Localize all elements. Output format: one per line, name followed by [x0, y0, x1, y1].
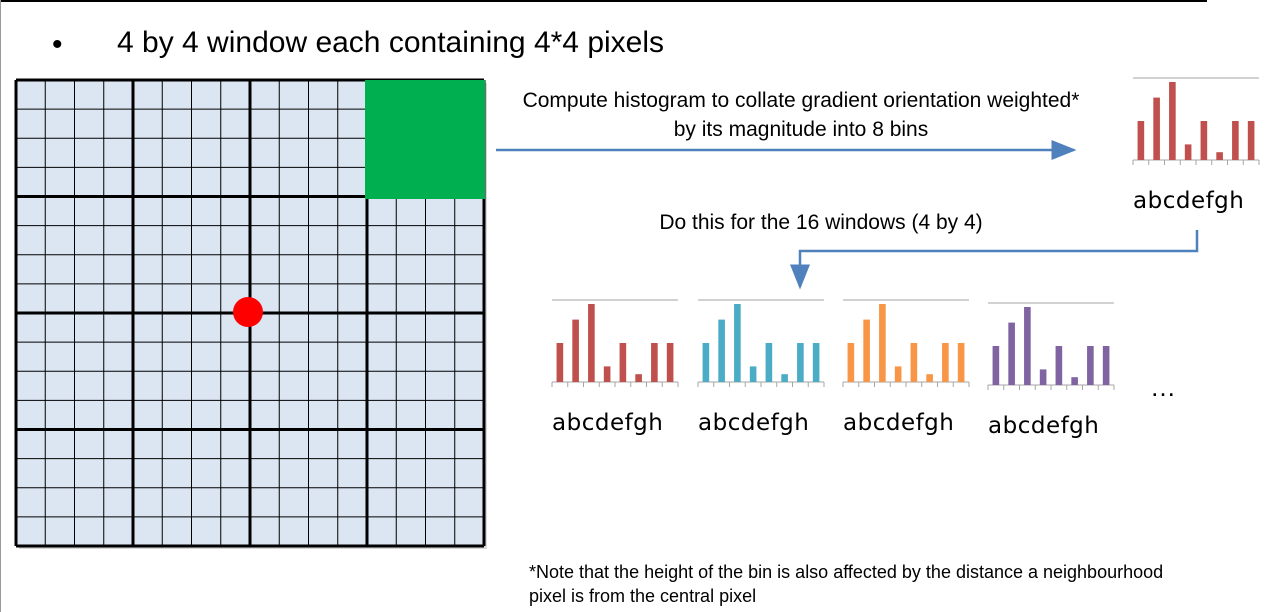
histogram-bar	[1102, 346, 1110, 385]
repeat-windows-text: Do this for the 16 windows (4 by 4)	[659, 211, 983, 234]
histogram-bar	[1024, 307, 1031, 385]
histogram-bar	[1232, 121, 1239, 160]
histogram-bar	[619, 343, 627, 382]
left-edge-rule	[0, 0, 1, 612]
histogram-bar	[1039, 369, 1047, 385]
histogram-teal	[697, 299, 825, 387]
histogram-bar	[926, 374, 933, 382]
histogram-purple	[987, 302, 1115, 390]
histogram-bar	[1200, 121, 1208, 160]
highlighted-window	[365, 80, 485, 199]
more-windows-ellipsis: …	[1150, 372, 1176, 402]
histogram-bar	[942, 343, 949, 382]
histogram-bar	[1216, 152, 1223, 160]
histogram-bar	[588, 304, 595, 382]
bin-labels-orange: abcdefgh	[843, 410, 955, 436]
histogram-bar	[847, 343, 855, 382]
histogram-bar	[556, 343, 564, 382]
histogram-bar	[797, 343, 804, 382]
bullet-text: 4 by 4 window each containing 4*4 pixels	[117, 26, 665, 59]
bin-labels-teal: abcdefgh	[698, 410, 810, 436]
bin-labels-purple: abcdefgh	[988, 413, 1100, 439]
bin-labels-red: abcdefgh	[552, 410, 664, 436]
histogram-bar	[812, 343, 820, 382]
top-rule	[0, 0, 1207, 2]
histogram-bar	[1169, 82, 1176, 160]
histogram-bar	[992, 346, 1000, 385]
histogram-bar	[734, 304, 741, 382]
bullet-marker: •	[52, 28, 63, 61]
histogram-bar	[894, 366, 902, 382]
footnote-text: *Note that the height of the bin is also…	[529, 562, 1164, 606]
histogram-bar	[1247, 121, 1255, 160]
histogram-bar	[765, 343, 773, 382]
histogram-bar	[635, 374, 642, 382]
histogram-bar	[1071, 377, 1078, 385]
bin-labels-main: abcdefgh	[1133, 188, 1245, 214]
histogram-red	[551, 299, 679, 387]
histogram-bar	[1008, 322, 1015, 385]
histogram-bar	[572, 319, 579, 382]
histogram-bar	[651, 343, 658, 382]
histogram-bar	[1137, 121, 1145, 160]
histogram-bar	[879, 304, 886, 382]
histogram-bar	[1153, 97, 1160, 160]
histogram-bar	[1184, 144, 1192, 160]
histogram-bar	[702, 343, 710, 382]
histogram-bar	[910, 343, 918, 382]
central-pixel-point	[233, 297, 263, 327]
histogram-bar	[1087, 346, 1094, 385]
repeat-arrow	[790, 230, 1199, 290]
histogram-bar	[863, 319, 870, 382]
histogram-bar	[781, 374, 788, 382]
histogram-bar	[1055, 346, 1063, 385]
compute-histogram-text: Compute histogram to collate gradient or…	[522, 89, 1080, 141]
histogram-bar	[603, 366, 611, 382]
histogram-bar	[718, 319, 725, 382]
histogram-orange	[842, 299, 970, 387]
histogram-bar	[957, 343, 965, 382]
histogram-main	[1132, 77, 1260, 165]
histogram-bar	[749, 366, 757, 382]
histogram-bar	[666, 343, 674, 382]
